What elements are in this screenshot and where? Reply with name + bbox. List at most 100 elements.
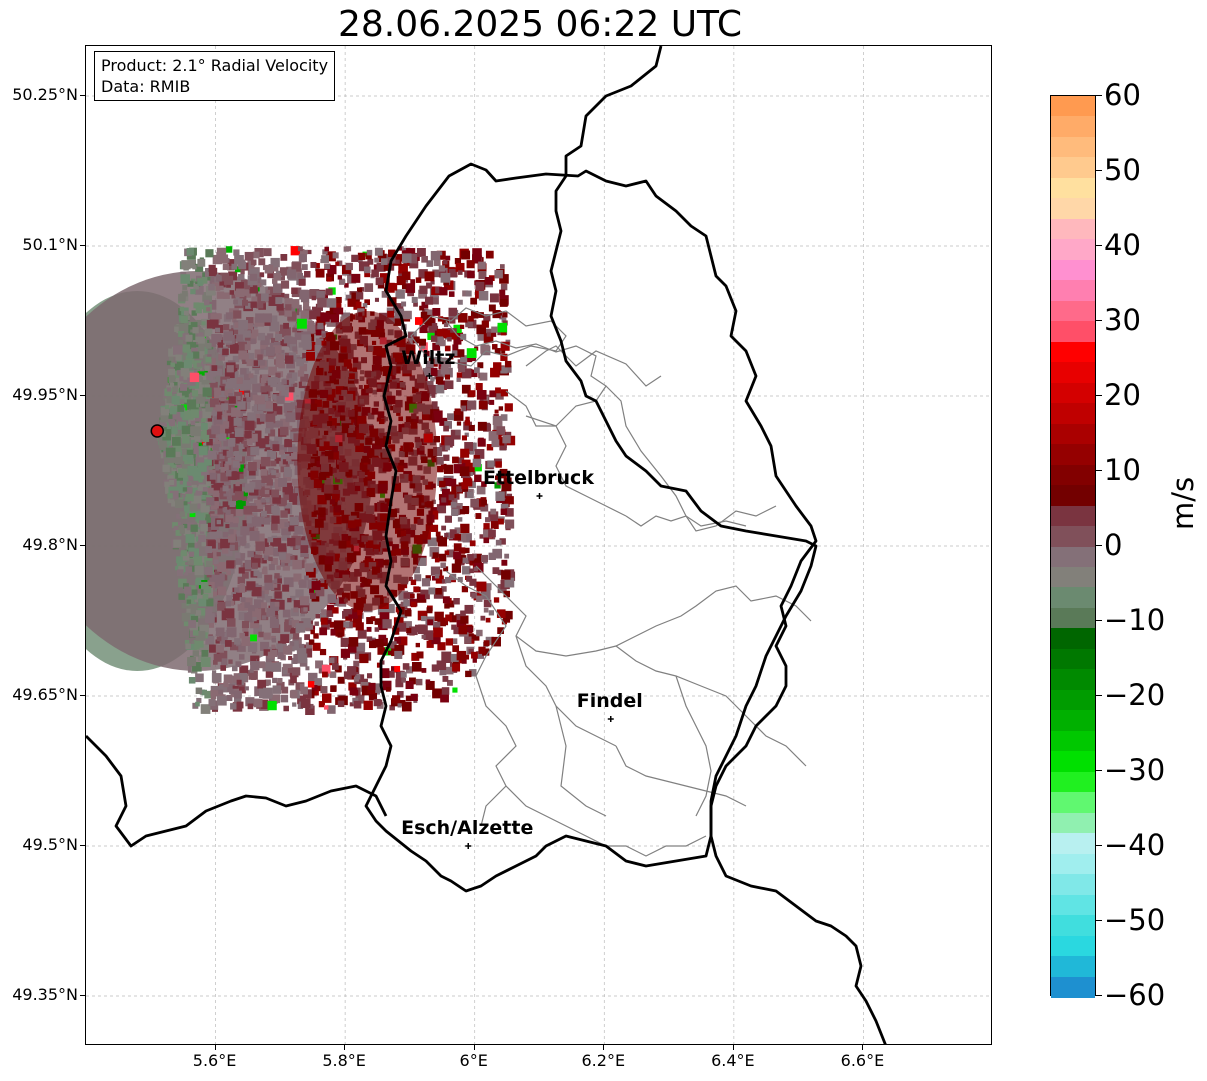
echo-cell (430, 296, 439, 305)
echo-cell (253, 624, 263, 633)
echo-cell (368, 640, 377, 649)
echo-cell (278, 552, 286, 560)
echo-cell (430, 335, 438, 342)
echo-cell (239, 632, 245, 639)
echo-cell (309, 587, 315, 593)
echo-cell (202, 487, 208, 492)
echo-cell (291, 478, 299, 486)
echo-cell (501, 570, 511, 580)
echo-cell (398, 271, 405, 278)
echo-cell (179, 306, 185, 312)
echo-cell (247, 461, 257, 471)
echo-cell (264, 484, 271, 490)
echo-cell (308, 639, 315, 645)
echo-cell (210, 522, 219, 530)
echo-cell (229, 344, 239, 354)
echo-cell (196, 529, 206, 540)
echo-cell (194, 640, 204, 650)
echo-cell (279, 292, 285, 298)
echo-cell (262, 662, 272, 672)
echo-cell (500, 508, 508, 515)
echo-cell (253, 698, 263, 708)
echo-cell (226, 282, 231, 288)
echo-cell (361, 685, 372, 696)
echo-cell (194, 593, 204, 603)
echo-cell (251, 329, 259, 337)
echo-cell (492, 309, 501, 319)
echo-cell (461, 586, 469, 593)
echo-cell (222, 547, 229, 554)
echo-cell (301, 381, 307, 386)
echo-cell (501, 481, 512, 492)
echo-cell (288, 425, 293, 430)
echo-cell (283, 322, 289, 329)
echo-cell (198, 478, 203, 483)
echo-cell (483, 528, 493, 538)
echo-cell (319, 578, 325, 584)
echo-cell (172, 437, 181, 446)
echo-cell (260, 641, 270, 651)
colorbar-segment (1051, 526, 1095, 548)
echo-cell (283, 645, 293, 655)
echo-cell (234, 491, 244, 501)
echo-cell (185, 566, 193, 573)
echo-cell (416, 651, 424, 659)
echo-cell (180, 448, 189, 457)
echo-cell (209, 550, 219, 560)
echo-cell (383, 264, 391, 271)
echo-cell (272, 538, 281, 547)
echo-cell (290, 402, 298, 410)
colorbar-segment (1051, 96, 1095, 118)
city-markers (426, 373, 614, 849)
echo-cell (280, 418, 290, 429)
echo-cell (274, 436, 283, 445)
echo-cell (232, 460, 240, 468)
echo-cell (210, 370, 217, 377)
echo-cell (167, 496, 175, 504)
echo-cell (363, 700, 373, 710)
map-panel[interactable] (85, 45, 992, 1045)
colorbar-segment (1051, 321, 1095, 343)
echo-cell (207, 487, 214, 494)
echo-cell (193, 302, 200, 309)
echo-cell (289, 386, 295, 393)
echo-cell (235, 509, 243, 517)
echo-cell (274, 573, 280, 579)
radar-map[interactable] (86, 46, 992, 1045)
echo-cell (385, 603, 395, 614)
echo-cell (463, 421, 472, 431)
echo-cell (195, 394, 206, 404)
echo-cell (187, 259, 197, 269)
echo-cell (226, 549, 233, 557)
echo-cell (178, 323, 189, 334)
echo-cell (175, 407, 186, 418)
echo-cell (443, 454, 450, 461)
echo-cell (467, 626, 473, 633)
echo-cell (301, 618, 311, 628)
echo-cell (238, 672, 248, 682)
map-title: 28.06.2025 06:22 UTC (337, 4, 743, 45)
echo-cell (274, 601, 280, 607)
echo-cell (418, 289, 428, 299)
echo-cell (289, 516, 298, 526)
colorbar-unit-label: m/s (1166, 476, 1200, 530)
echo-cell (197, 374, 202, 380)
echo-cell (175, 451, 181, 458)
echo-cell (441, 525, 447, 531)
echo-cell (469, 568, 474, 574)
colorbar-tick-mark (1096, 845, 1102, 846)
echo-cell (232, 593, 240, 601)
echo-cell (368, 682, 376, 690)
echo-cell (478, 290, 489, 301)
echo-cell (225, 457, 232, 464)
echo-cell (314, 262, 320, 268)
echo-cell (252, 459, 262, 469)
echo-cell (180, 565, 188, 573)
echo-cell (305, 705, 315, 716)
echo-cell (426, 640, 434, 648)
echo-cell (473, 566, 479, 572)
echo-cell (457, 576, 463, 583)
echo-cell (199, 647, 204, 652)
echo-cell (286, 269, 297, 279)
echo-cell (226, 389, 233, 395)
